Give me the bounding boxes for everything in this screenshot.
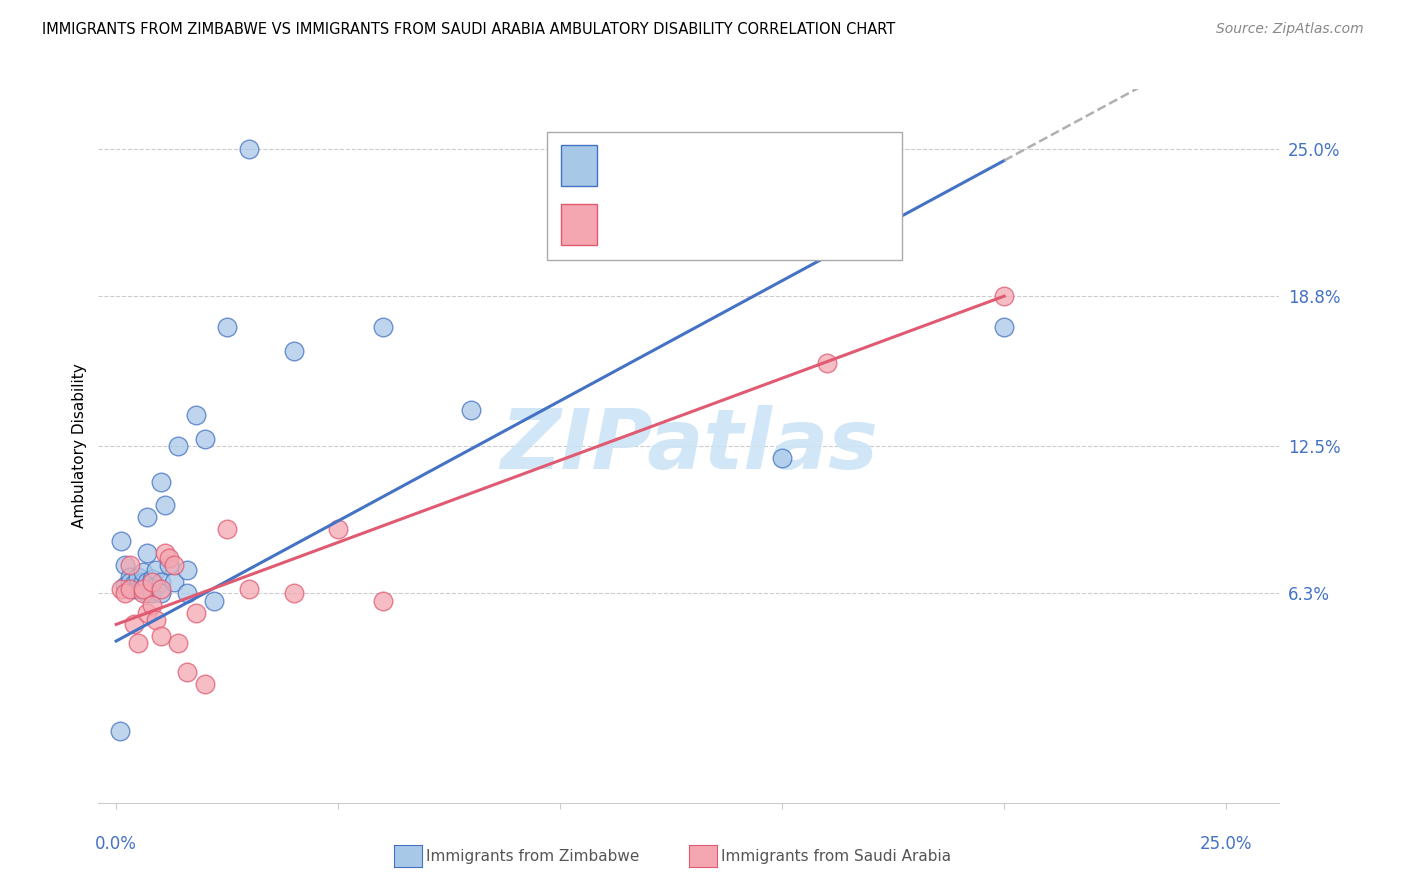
Point xyxy=(184,408,207,422)
Point xyxy=(167,439,190,453)
Text: 25.0%: 25.0% xyxy=(1199,835,1253,853)
Point xyxy=(118,570,141,584)
Point xyxy=(176,665,198,679)
Point xyxy=(993,289,1015,303)
Point xyxy=(132,582,155,596)
Point xyxy=(167,636,190,650)
Point xyxy=(145,613,167,627)
Point xyxy=(141,574,163,589)
Point xyxy=(993,320,1015,334)
Point xyxy=(141,574,163,589)
Point xyxy=(194,677,217,691)
Point xyxy=(460,403,482,417)
Point xyxy=(132,565,155,579)
Point xyxy=(118,582,141,596)
Point xyxy=(149,574,172,589)
Point xyxy=(132,582,155,596)
Point xyxy=(132,586,155,600)
Point xyxy=(145,563,167,577)
Point xyxy=(217,522,239,536)
Point xyxy=(145,579,167,593)
Point xyxy=(141,599,163,613)
Point xyxy=(149,582,172,596)
Point xyxy=(132,582,155,596)
Point xyxy=(141,586,163,600)
Text: R = 0.547: R = 0.547 xyxy=(612,156,702,175)
Point xyxy=(149,629,172,643)
Point xyxy=(153,546,176,560)
Point xyxy=(127,582,149,596)
Text: ZIPatlas: ZIPatlas xyxy=(501,406,877,486)
Text: Source: ZipAtlas.com: Source: ZipAtlas.com xyxy=(1216,22,1364,37)
Text: 0.0%: 0.0% xyxy=(96,835,138,853)
Point xyxy=(127,579,149,593)
Point xyxy=(159,550,181,565)
Text: Immigrants from Saudi Arabia: Immigrants from Saudi Arabia xyxy=(721,849,952,863)
Point xyxy=(217,320,239,334)
Point xyxy=(118,574,141,589)
Point xyxy=(176,563,198,577)
Point xyxy=(136,574,159,589)
Point xyxy=(770,450,793,465)
Point xyxy=(815,356,838,370)
Point xyxy=(110,582,132,596)
Point xyxy=(136,510,159,524)
Point xyxy=(176,586,198,600)
Bar xyxy=(561,145,596,186)
Point xyxy=(163,574,186,589)
Point xyxy=(127,570,149,584)
Point xyxy=(371,320,394,334)
Point xyxy=(136,546,159,560)
Point xyxy=(159,558,181,572)
Bar xyxy=(561,204,596,245)
Point xyxy=(114,586,136,600)
Point xyxy=(114,558,136,572)
Point xyxy=(132,574,155,589)
Text: Immigrants from Zimbabwe: Immigrants from Zimbabwe xyxy=(426,849,640,863)
Point xyxy=(127,636,149,650)
FancyBboxPatch shape xyxy=(547,132,901,260)
Point xyxy=(122,582,145,596)
Point xyxy=(184,606,207,620)
Point xyxy=(141,572,163,586)
Y-axis label: Ambulatory Disability: Ambulatory Disability xyxy=(72,364,87,528)
Text: IMMIGRANTS FROM ZIMBABWE VS IMMIGRANTS FROM SAUDI ARABIA AMBULATORY DISABILITY C: IMMIGRANTS FROM ZIMBABWE VS IMMIGRANTS F… xyxy=(42,22,896,37)
Point xyxy=(283,586,305,600)
Point xyxy=(136,586,159,600)
Point xyxy=(149,475,172,489)
Point xyxy=(163,558,186,572)
Text: N = 43: N = 43 xyxy=(766,156,830,175)
Point xyxy=(136,606,159,620)
Point xyxy=(108,724,131,739)
Point xyxy=(194,432,217,446)
Point xyxy=(122,577,145,591)
Point xyxy=(122,617,145,632)
Point xyxy=(110,534,132,549)
Point xyxy=(153,499,176,513)
Point xyxy=(202,593,225,607)
Text: R = 0.777: R = 0.777 xyxy=(612,216,702,234)
Point xyxy=(238,142,260,156)
Point xyxy=(283,343,305,358)
Point xyxy=(238,582,260,596)
Point xyxy=(371,593,394,607)
Point xyxy=(114,579,136,593)
Point xyxy=(328,522,350,536)
Point xyxy=(118,558,141,572)
Point xyxy=(149,586,172,600)
Text: N = 29: N = 29 xyxy=(766,216,830,234)
